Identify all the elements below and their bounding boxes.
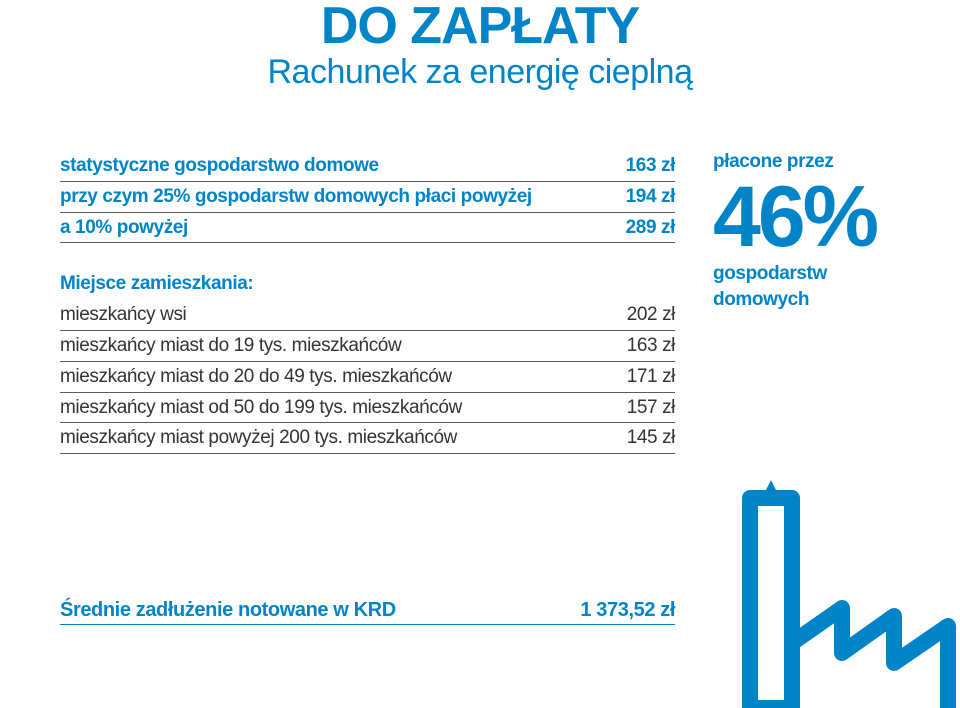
place-row: mieszkańcy miast powyżej 200 tys. mieszk… (60, 423, 675, 454)
row-label: mieszkańcy miast powyżej 200 tys. mieszk… (60, 426, 607, 451)
row-value: 157 zł (607, 396, 675, 421)
place-row: mieszkańcy miast od 50 do 199 tys. miesz… (60, 393, 675, 424)
footer-value: 1 373,52 zł (580, 599, 675, 622)
stat-value: 46% (713, 177, 900, 259)
main-row: przy czym 25% gospodarstw domowych płaci… (60, 182, 675, 213)
row-value: 145 zł (607, 426, 675, 451)
place-row: mieszkańcy miast do 20 do 49 tys. mieszk… (60, 362, 675, 393)
row-value: 289 zł (606, 216, 675, 241)
page-subtitle: Rachunek za energię cieplną (60, 54, 900, 91)
main-row: statystyczne gospodarstwo domowe 163 zł (60, 151, 675, 182)
stat-post1: gospodarstw (713, 263, 900, 285)
row-label: statystyczne gospodarstwo domowe (60, 154, 606, 179)
row-value: 163 zł (606, 154, 675, 179)
place-row: mieszkańcy wsi 202 zł (60, 300, 675, 331)
row-value: 163 zł (607, 334, 675, 359)
section-heading: Miejsce zamieszkania: (60, 273, 675, 295)
page-title: DO ZAPŁATY (60, 0, 900, 52)
content: statystyczne gospodarstwo domowe 163 zł … (60, 151, 900, 454)
footer-row: Średnie zadłużenie notowane w KRD 1 373,… (60, 599, 675, 625)
right-column: płacone przez 46% gospodarstw domowych (713, 151, 900, 454)
row-value: 202 zł (607, 303, 675, 328)
page-header: DO ZAPŁATY Rachunek za energię cieplną (60, 0, 900, 91)
factory-icon (716, 468, 956, 708)
row-label: mieszkańcy miast od 50 do 199 tys. miesz… (60, 396, 607, 421)
main-row: a 10% powyżej 289 zł (60, 213, 675, 244)
row-label: mieszkańcy wsi (60, 303, 607, 328)
row-value: 171 zł (607, 365, 675, 390)
page: DO ZAPŁATY Rachunek za energię cieplną s… (0, 0, 960, 704)
left-column: statystyczne gospodarstwo domowe 163 zł … (60, 151, 675, 454)
footer-label: Średnie zadłużenie notowane w KRD (60, 599, 396, 622)
row-label: przy czym 25% gospodarstw domowych płaci… (60, 185, 606, 210)
stat-post2: domowych (713, 289, 900, 311)
place-row: mieszkańcy miast do 19 tys. mieszkańców … (60, 331, 675, 362)
row-label: mieszkańcy miast do 19 tys. mieszkańców (60, 334, 607, 359)
row-label: mieszkańcy miast do 20 do 49 tys. mieszk… (60, 365, 607, 390)
row-label: a 10% powyżej (60, 216, 606, 241)
row-value: 194 zł (606, 185, 675, 210)
